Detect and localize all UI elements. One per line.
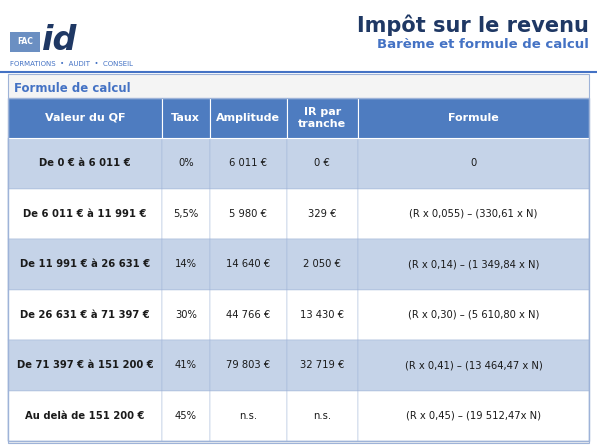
Text: FAC: FAC [17,38,33,46]
Text: Impôt sur le revenu: Impôt sur le revenu [357,14,589,35]
FancyBboxPatch shape [287,290,358,340]
Text: De 26 631 € à 71 397 €: De 26 631 € à 71 397 € [20,310,150,320]
Text: 329 €: 329 € [308,209,337,219]
FancyBboxPatch shape [358,239,589,290]
FancyBboxPatch shape [210,239,287,290]
Text: De 6 011 € à 11 991 €: De 6 011 € à 11 991 € [23,209,147,219]
FancyBboxPatch shape [8,189,162,239]
Text: Barème et formule de calcul: Barème et formule de calcul [377,38,589,51]
Text: 32 719 €: 32 719 € [300,360,344,370]
FancyBboxPatch shape [162,138,210,189]
Text: 5 980 €: 5 980 € [229,209,267,219]
FancyBboxPatch shape [210,189,287,239]
Text: id: id [42,24,78,56]
FancyBboxPatch shape [287,239,358,290]
Text: FORMATIONS  •  AUDIT  •  CONSEIL: FORMATIONS • AUDIT • CONSEIL [10,61,133,67]
Text: 14 640 €: 14 640 € [226,259,270,269]
FancyBboxPatch shape [8,290,162,340]
Text: Taux: Taux [171,113,200,123]
Text: (R x 0,45) – (19 512,47x N): (R x 0,45) – (19 512,47x N) [406,411,541,421]
FancyBboxPatch shape [287,138,358,189]
FancyBboxPatch shape [162,189,210,239]
Text: 0%: 0% [178,158,193,168]
Text: 30%: 30% [175,310,197,320]
Text: (R x 0,30) – (5 610,80 x N): (R x 0,30) – (5 610,80 x N) [408,310,539,320]
Text: 5,5%: 5,5% [173,209,198,219]
Text: (R x 0,14) – (1 349,84 x N): (R x 0,14) – (1 349,84 x N) [408,259,539,269]
Text: De 71 397 € à 151 200 €: De 71 397 € à 151 200 € [17,360,153,370]
FancyBboxPatch shape [287,391,358,441]
Text: n.s.: n.s. [313,411,331,421]
FancyBboxPatch shape [8,138,162,189]
Text: Amplitude: Amplitude [216,113,280,123]
Text: Formule de calcul: Formule de calcul [14,81,131,94]
FancyBboxPatch shape [210,290,287,340]
Text: 41%: 41% [175,360,197,370]
FancyBboxPatch shape [10,32,40,52]
Text: 45%: 45% [175,411,197,421]
Text: 79 803 €: 79 803 € [226,360,270,370]
FancyBboxPatch shape [287,340,358,391]
FancyBboxPatch shape [162,239,210,290]
FancyBboxPatch shape [8,239,162,290]
Text: 13 430 €: 13 430 € [300,310,344,320]
FancyBboxPatch shape [358,391,589,441]
FancyBboxPatch shape [0,0,597,72]
Text: Formule: Formule [448,113,498,123]
Text: Au delà de 151 200 €: Au delà de 151 200 € [25,411,144,421]
FancyBboxPatch shape [287,98,358,138]
FancyBboxPatch shape [358,189,589,239]
Text: IR par
tranche: IR par tranche [298,107,346,129]
FancyBboxPatch shape [162,290,210,340]
FancyBboxPatch shape [358,290,589,340]
FancyBboxPatch shape [8,391,162,441]
Text: De 11 991 € à 26 631 €: De 11 991 € à 26 631 € [20,259,150,269]
FancyBboxPatch shape [8,340,162,391]
FancyBboxPatch shape [162,391,210,441]
FancyBboxPatch shape [8,98,162,138]
Text: 0 €: 0 € [315,158,330,168]
Text: Valeur du QF: Valeur du QF [45,113,125,123]
Text: 0: 0 [470,158,476,168]
FancyBboxPatch shape [162,98,210,138]
Text: 44 766 €: 44 766 € [226,310,270,320]
Text: (R x 0,41) – (13 464,47 x N): (R x 0,41) – (13 464,47 x N) [405,360,542,370]
FancyBboxPatch shape [162,340,210,391]
Text: De 0 € à 6 011 €: De 0 € à 6 011 € [39,158,131,168]
Text: (R x 0,055) – (330,61 x N): (R x 0,055) – (330,61 x N) [409,209,537,219]
FancyBboxPatch shape [358,138,589,189]
Text: 6 011 €: 6 011 € [229,158,267,168]
FancyBboxPatch shape [358,98,589,138]
FancyBboxPatch shape [287,189,358,239]
FancyBboxPatch shape [210,138,287,189]
FancyBboxPatch shape [358,340,589,391]
FancyBboxPatch shape [210,340,287,391]
FancyBboxPatch shape [210,98,287,138]
FancyBboxPatch shape [8,74,589,443]
FancyBboxPatch shape [210,391,287,441]
Text: n.s.: n.s. [239,411,257,421]
Text: 2 050 €: 2 050 € [303,259,341,269]
Text: 14%: 14% [175,259,197,269]
